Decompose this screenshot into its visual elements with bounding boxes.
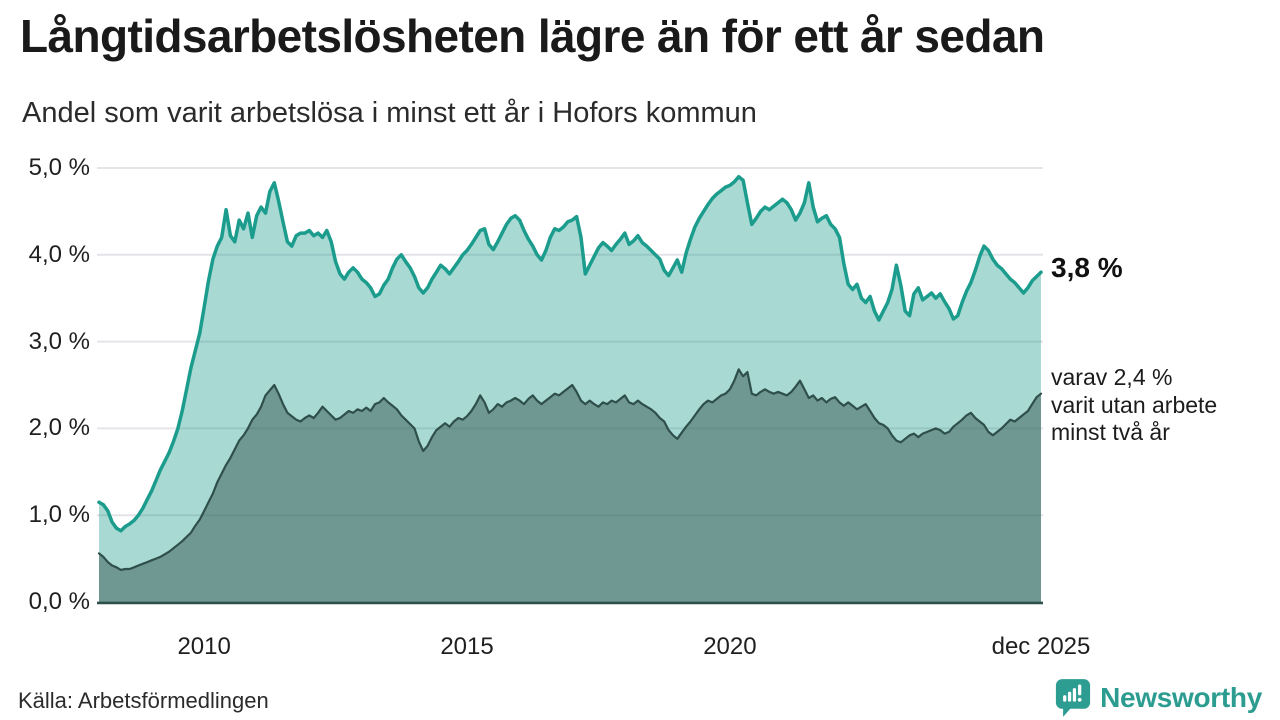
exclamation-dot: [1077, 697, 1082, 702]
secondary-series-note: varav 2,4 % varit utan arbete minst två …: [1051, 364, 1280, 447]
y-tick-label: 5,0 %: [28, 154, 90, 181]
brand-logo: Newsworthy: [1055, 678, 1262, 718]
y-tick-label: 1,0 %: [28, 501, 90, 529]
y-tick-label: 0,0 %: [28, 588, 90, 615]
newsworthy-icon: [1055, 679, 1091, 717]
page-title: Långtidsarbetslösheten lägre än för ett …: [20, 10, 1045, 62]
x-tick-label: 2010: [177, 633, 231, 660]
bar-3: [1072, 688, 1077, 702]
y-tick-label: 2,0 %: [28, 414, 90, 442]
series-area-two-year: [99, 369, 1041, 602]
x-tick-label: 2020: [703, 633, 757, 660]
y-tick-label: 3,0 %: [28, 327, 90, 355]
page-subtitle: Andel som varit arbetslösa i minst ett å…: [22, 97, 757, 129]
latest-value-label: 3,8 %: [1051, 252, 1123, 283]
x-tick-label: 2015: [440, 633, 494, 660]
source-credit: Källa: Arbetsförmedlingen: [18, 688, 269, 713]
secondary-note-line: minst två år: [1051, 419, 1170, 446]
exclamation-bar: [1078, 684, 1082, 696]
secondary-note-line: varit utan arbete: [1051, 391, 1218, 418]
brand-name: Newsworthy: [1100, 682, 1262, 713]
bar-2: [1068, 691, 1072, 702]
y-tick-label: 4,0 %: [28, 240, 90, 268]
x-tick-label: dec 2025: [991, 633, 1091, 660]
series-line-two-year: [97, 368, 1043, 571]
series-line-one-year: [97, 174, 1043, 533]
bar-1: [1063, 695, 1067, 702]
secondary-note-line: varav 2,4 %: [1051, 364, 1173, 390]
